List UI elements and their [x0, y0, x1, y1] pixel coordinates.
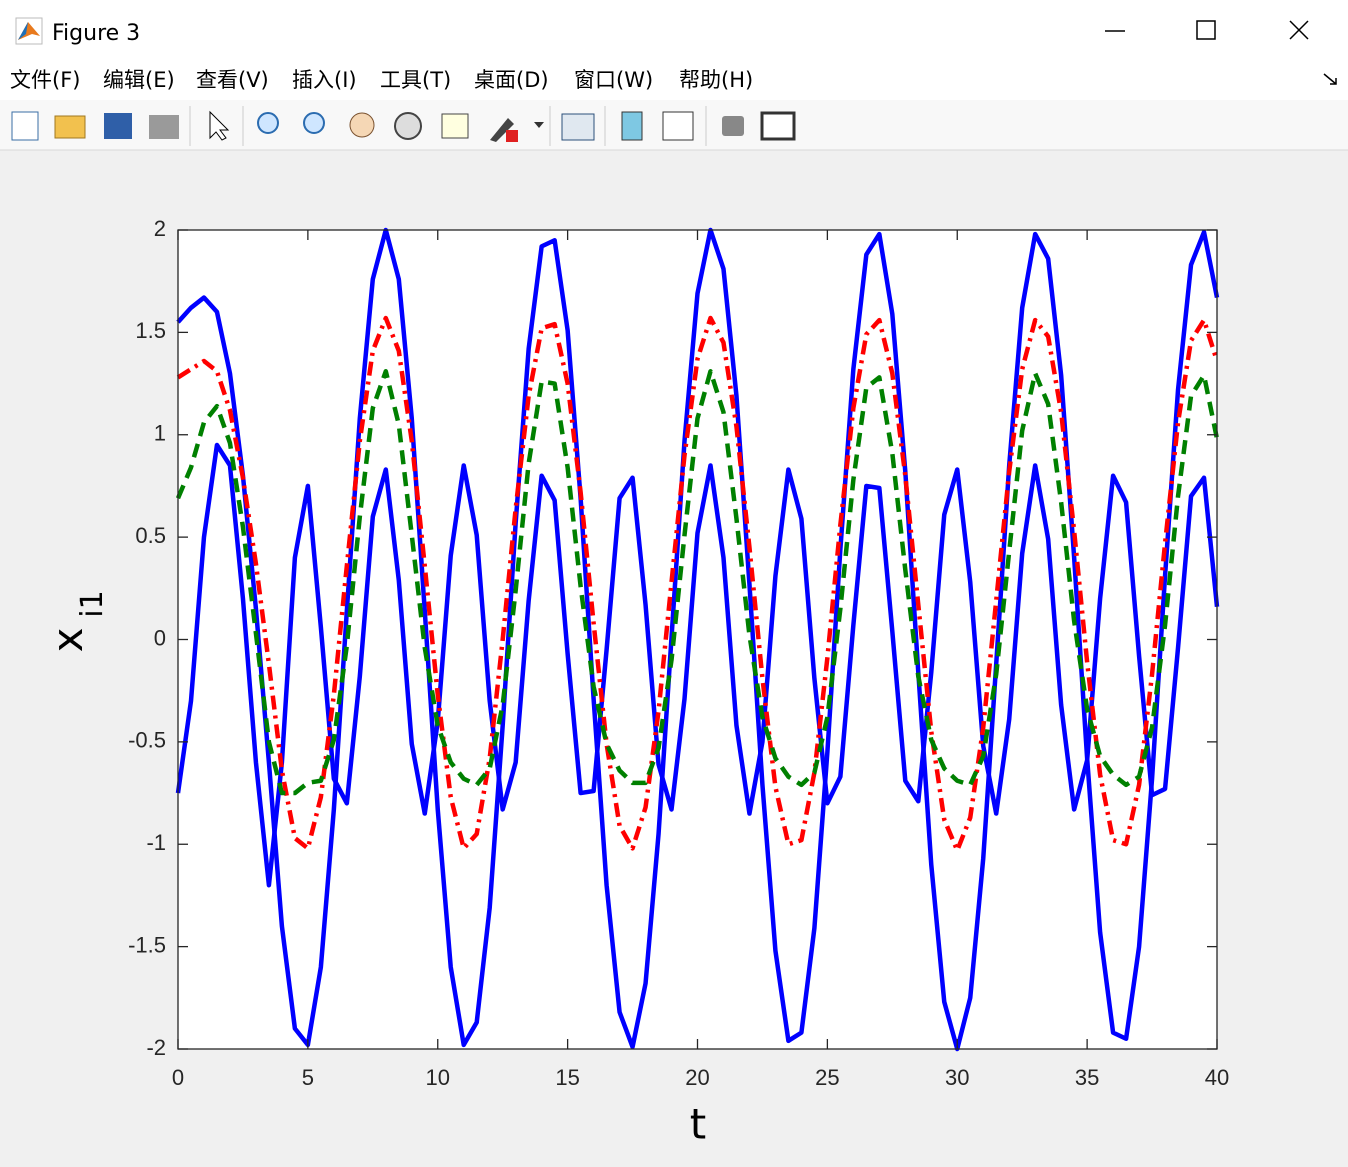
y-tick-label: -1 — [146, 830, 166, 855]
y-axis-label-base: x — [43, 628, 92, 653]
series-line — [175, 369, 1220, 796]
title-bar — [0, 0, 1348, 60]
menu-item[interactable]: 查看(V) — [196, 68, 269, 92]
series-line — [176, 227, 1220, 1052]
menu-item[interactable]: 编辑(E) — [103, 68, 175, 92]
menu-item[interactable]: 插入(I) — [292, 68, 357, 92]
tool-open[interactable] — [54, 115, 86, 139]
dock-arrow[interactable] — [1323, 73, 1337, 85]
tool-colorbar[interactable] — [621, 111, 643, 141]
tool-save[interactable] — [104, 113, 132, 139]
y-tick-label: 2 — [154, 216, 166, 241]
menu-item[interactable]: 文件(F) — [10, 68, 80, 92]
window-title: Figure 3 — [52, 21, 140, 46]
menu-bar — [0, 60, 1348, 100]
series-line — [176, 315, 1220, 853]
x-tick-label: 25 — [815, 1065, 839, 1090]
tool-new[interactable] — [11, 111, 39, 141]
menu-item[interactable]: 帮助(H) — [679, 68, 753, 92]
x-tick-label: 15 — [555, 1065, 579, 1090]
x-tick-label: 0 — [172, 1065, 184, 1090]
tool-print[interactable] — [149, 115, 179, 139]
y-tick-label: 1.5 — [135, 318, 166, 343]
y-tick-label: 0.5 — [135, 523, 166, 548]
y-tick-label: 1 — [154, 421, 166, 446]
plot-area — [178, 230, 1217, 1049]
menu-item[interactable]: 工具(T) — [380, 68, 451, 92]
tool-datatip[interactable] — [441, 113, 469, 139]
y-axis-label: x i1 — [43, 590, 110, 652]
toolbar — [0, 100, 1348, 150]
y-tick-label: -1.5 — [128, 932, 166, 957]
app-icon — [15, 17, 43, 45]
plot — [175, 227, 1220, 1052]
tool-zoom-in[interactable] — [257, 112, 279, 134]
close-button[interactable] — [1289, 20, 1309, 40]
tool-brush[interactable] — [490, 118, 514, 142]
tool-select[interactable] — [209, 110, 230, 141]
maximize-button[interactable] — [1196, 20, 1216, 40]
x-tick-label: 5 — [302, 1065, 314, 1090]
menu-item[interactable]: 窗口(W) — [574, 68, 653, 92]
y-axis-label-sub: i1 — [75, 590, 110, 617]
tool-legend[interactable] — [662, 111, 694, 141]
x-tick-label: 20 — [685, 1065, 709, 1090]
y-tick-label: -2 — [146, 1035, 166, 1060]
x-tick-label: 30 — [945, 1065, 969, 1090]
tool-hide[interactable] — [722, 116, 744, 136]
x-tick-label: 40 — [1205, 1065, 1229, 1090]
menu-item[interactable]: 桌面(D) — [474, 68, 549, 92]
x-tick-label: 35 — [1075, 1065, 1099, 1090]
tool-link[interactable] — [561, 113, 595, 141]
tool-rotate[interactable] — [394, 112, 422, 140]
y-tick-label: -0.5 — [128, 728, 166, 753]
tool-show[interactable] — [760, 111, 796, 141]
tool-zoom-out[interactable] — [303, 112, 325, 134]
x-axis-label: t — [690, 1100, 706, 1149]
x-tick-label: 10 — [426, 1065, 450, 1090]
series-line — [175, 442, 1220, 888]
tool-pan[interactable] — [349, 112, 375, 138]
y-tick-label: 0 — [154, 625, 166, 650]
